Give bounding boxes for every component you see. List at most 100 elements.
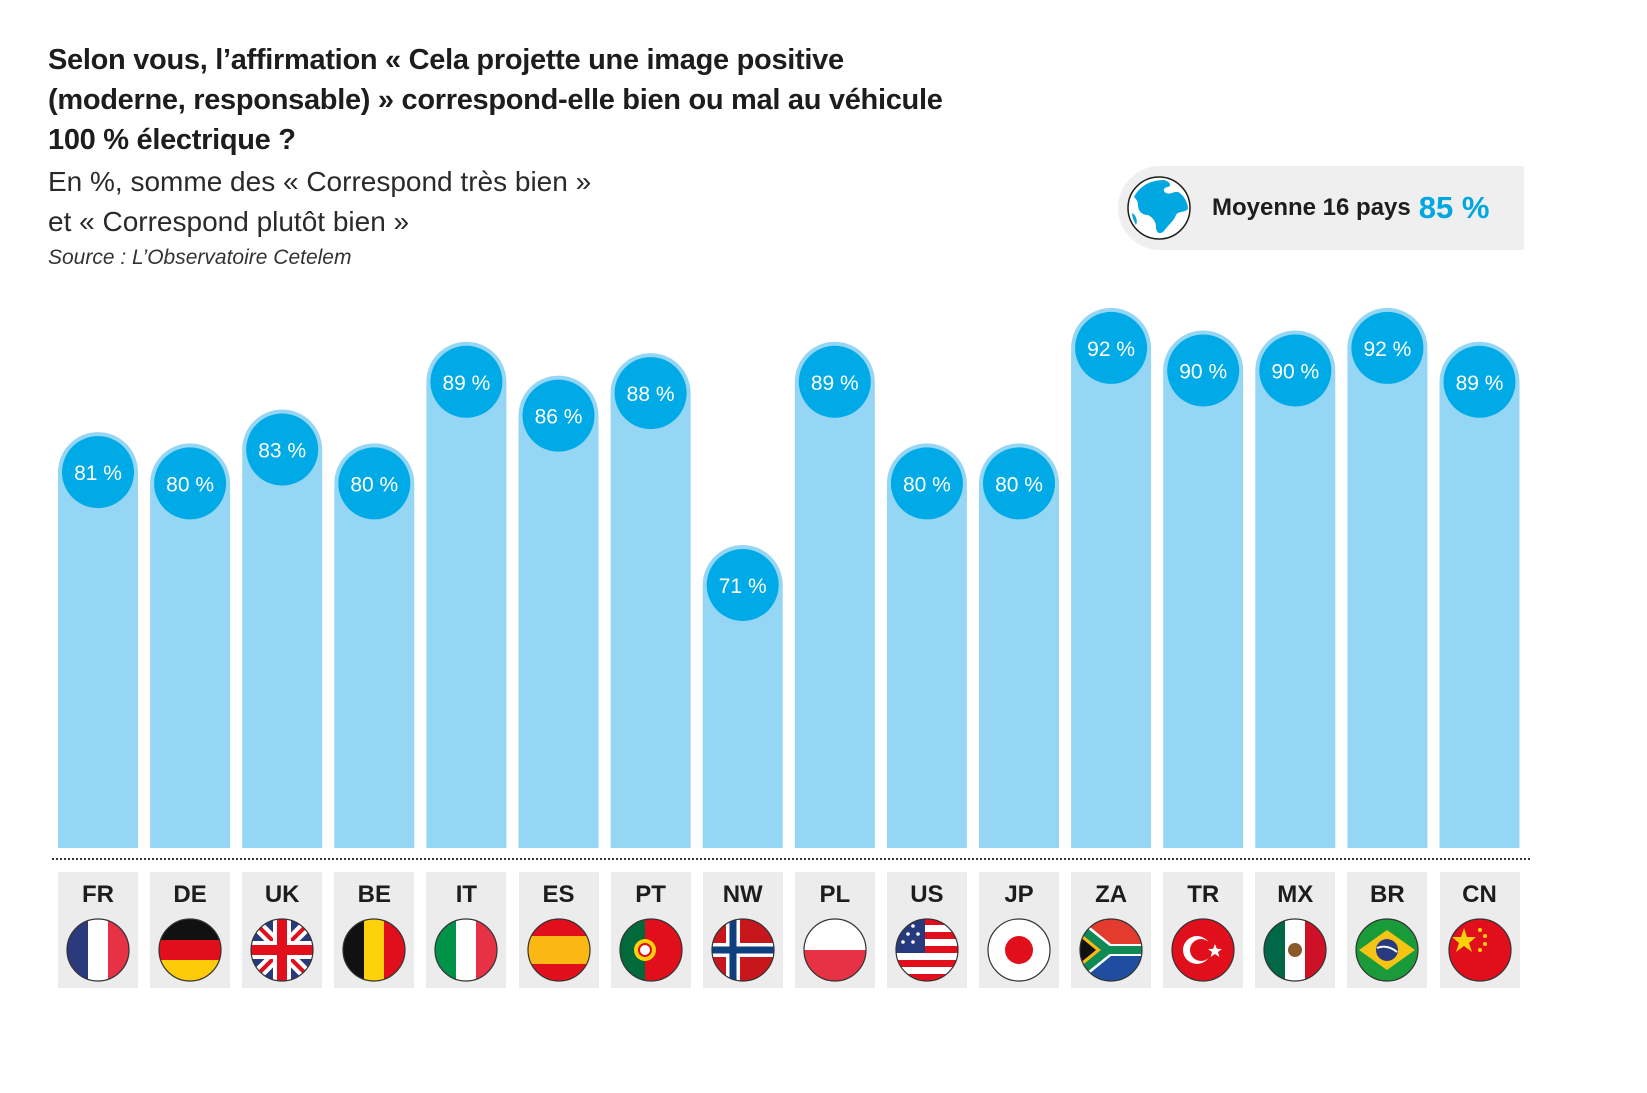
bar-group: 88 % — [610, 353, 691, 848]
bar-group: 86 % — [518, 375, 599, 848]
bar-group: 71 % — [702, 545, 783, 848]
chart-baseline — [52, 858, 1530, 860]
data-label: 80 % — [995, 473, 1043, 496]
value-bubble — [614, 357, 687, 430]
bar-jp — [979, 443, 1059, 848]
value-bubble — [890, 447, 963, 520]
norway-flag-icon — [711, 918, 775, 982]
country-code: US — [910, 881, 944, 908]
data-label: 89 % — [442, 372, 490, 395]
country-label-jp: JP — [979, 872, 1059, 988]
country-label-pl: PL — [794, 872, 875, 988]
bar-group: 92 % — [1071, 307, 1152, 848]
country-code: DE — [173, 881, 207, 908]
data-label: 92 % — [1363, 338, 1411, 361]
country-label-be: BE — [334, 872, 415, 988]
data-label: 90 % — [1179, 360, 1227, 383]
data-label: 83 % — [258, 440, 306, 463]
globe-icon — [1127, 176, 1191, 240]
data-label: 71 % — [719, 575, 767, 598]
country-code: TR — [1187, 881, 1220, 908]
average-value: 85 % — [1418, 190, 1490, 225]
bar-group: 89 % — [794, 341, 875, 848]
bar-mx — [1255, 330, 1336, 848]
italy-flag-icon — [434, 918, 498, 982]
bar-tr — [1163, 330, 1244, 848]
data-label: 80 % — [350, 473, 398, 496]
value-bubble — [706, 549, 779, 621]
bar-cn — [1439, 341, 1520, 848]
data-label: 89 % — [1456, 372, 1504, 395]
value-bubble — [798, 345, 871, 418]
china-flag-icon — [1447, 918, 1512, 982]
data-label: 80 % — [166, 473, 214, 496]
country-label-nw: NW — [702, 872, 783, 988]
country-label-br: BR — [1347, 872, 1428, 988]
data-label: 92 % — [1087, 338, 1135, 361]
country-code: IT — [455, 881, 478, 908]
country-code: JP — [1004, 881, 1034, 908]
value-bubble — [1167, 334, 1240, 407]
value-bubble — [338, 447, 411, 520]
country-label-mx: MX — [1255, 872, 1336, 988]
mexico-flag-icon — [1263, 918, 1327, 982]
bar-es — [518, 375, 599, 848]
country-code: CN — [1462, 881, 1497, 908]
value-bubble — [1075, 311, 1148, 384]
country-label-uk: UK — [242, 872, 323, 988]
portugal-flag-icon — [618, 918, 683, 982]
bar-group: 80 % — [150, 443, 231, 848]
country-label-za: ZA — [1071, 872, 1152, 988]
data-label: 80 % — [903, 473, 951, 496]
bar-group: 83 % — [242, 409, 323, 848]
chart-title: Selon vous, l’affirmation « Cela projett… — [48, 44, 943, 156]
spain-flag-icon — [526, 918, 591, 982]
country-label-es: ES — [518, 872, 599, 988]
country-code: MX — [1277, 881, 1314, 908]
turkey-flag-icon — [1171, 918, 1235, 982]
bar-pt — [610, 353, 691, 848]
bar-be — [334, 443, 415, 848]
average-badge: Moyenne 16 pays 85 % — [1118, 166, 1524, 250]
country-label-us: US — [886, 872, 967, 988]
country-code: PT — [635, 881, 666, 908]
data-label: 89 % — [811, 372, 859, 395]
value-bubble — [246, 413, 319, 486]
country-code: UK — [264, 881, 300, 908]
value-bubble — [154, 447, 227, 520]
value-bubble — [62, 436, 134, 509]
bar-group: 90 % — [1163, 330, 1244, 848]
bar-group: 89 % — [426, 341, 507, 848]
belgium-flag-icon — [342, 918, 406, 982]
bar-group: 80 % — [886, 443, 967, 848]
value-bubble — [1443, 345, 1516, 418]
data-label: 90 % — [1271, 360, 1319, 383]
value-bubble — [1351, 311, 1424, 384]
bar-uk — [242, 409, 323, 848]
country-label-cn: CN — [1439, 872, 1520, 988]
average-label: Moyenne 16 pays — [1212, 194, 1411, 221]
subtitle-line-1: En %, somme des « Correspond très bien » — [48, 166, 592, 197]
bar-group: 92 % — [1347, 307, 1428, 848]
bar-fr — [58, 432, 138, 848]
source-note: Source : L’Observatoire Cetelem — [48, 246, 352, 269]
data-label: 88 % — [627, 383, 675, 406]
data-label: 81 % — [74, 462, 122, 485]
bar-us — [886, 443, 967, 848]
country-code: BE — [357, 881, 391, 908]
data-label: 86 % — [535, 406, 583, 429]
bar-group: 80 % — [979, 443, 1059, 848]
bar-group: 90 % — [1255, 330, 1336, 848]
south-africa-flag-icon — [1079, 918, 1143, 982]
country-code: ZA — [1095, 881, 1128, 908]
country-label-tr: TR — [1163, 872, 1244, 988]
country-label-it: IT — [426, 872, 507, 988]
uk-flag-icon — [250, 918, 314, 982]
bar-de — [150, 443, 231, 848]
poland-flag-icon — [803, 918, 867, 982]
bar-group: 80 % — [334, 443, 415, 848]
country-code: NW — [722, 881, 763, 908]
bar-it — [426, 341, 507, 848]
subtitle-line-2: et « Correspond plutôt bien » — [48, 206, 410, 237]
country-code: ES — [542, 881, 575, 908]
